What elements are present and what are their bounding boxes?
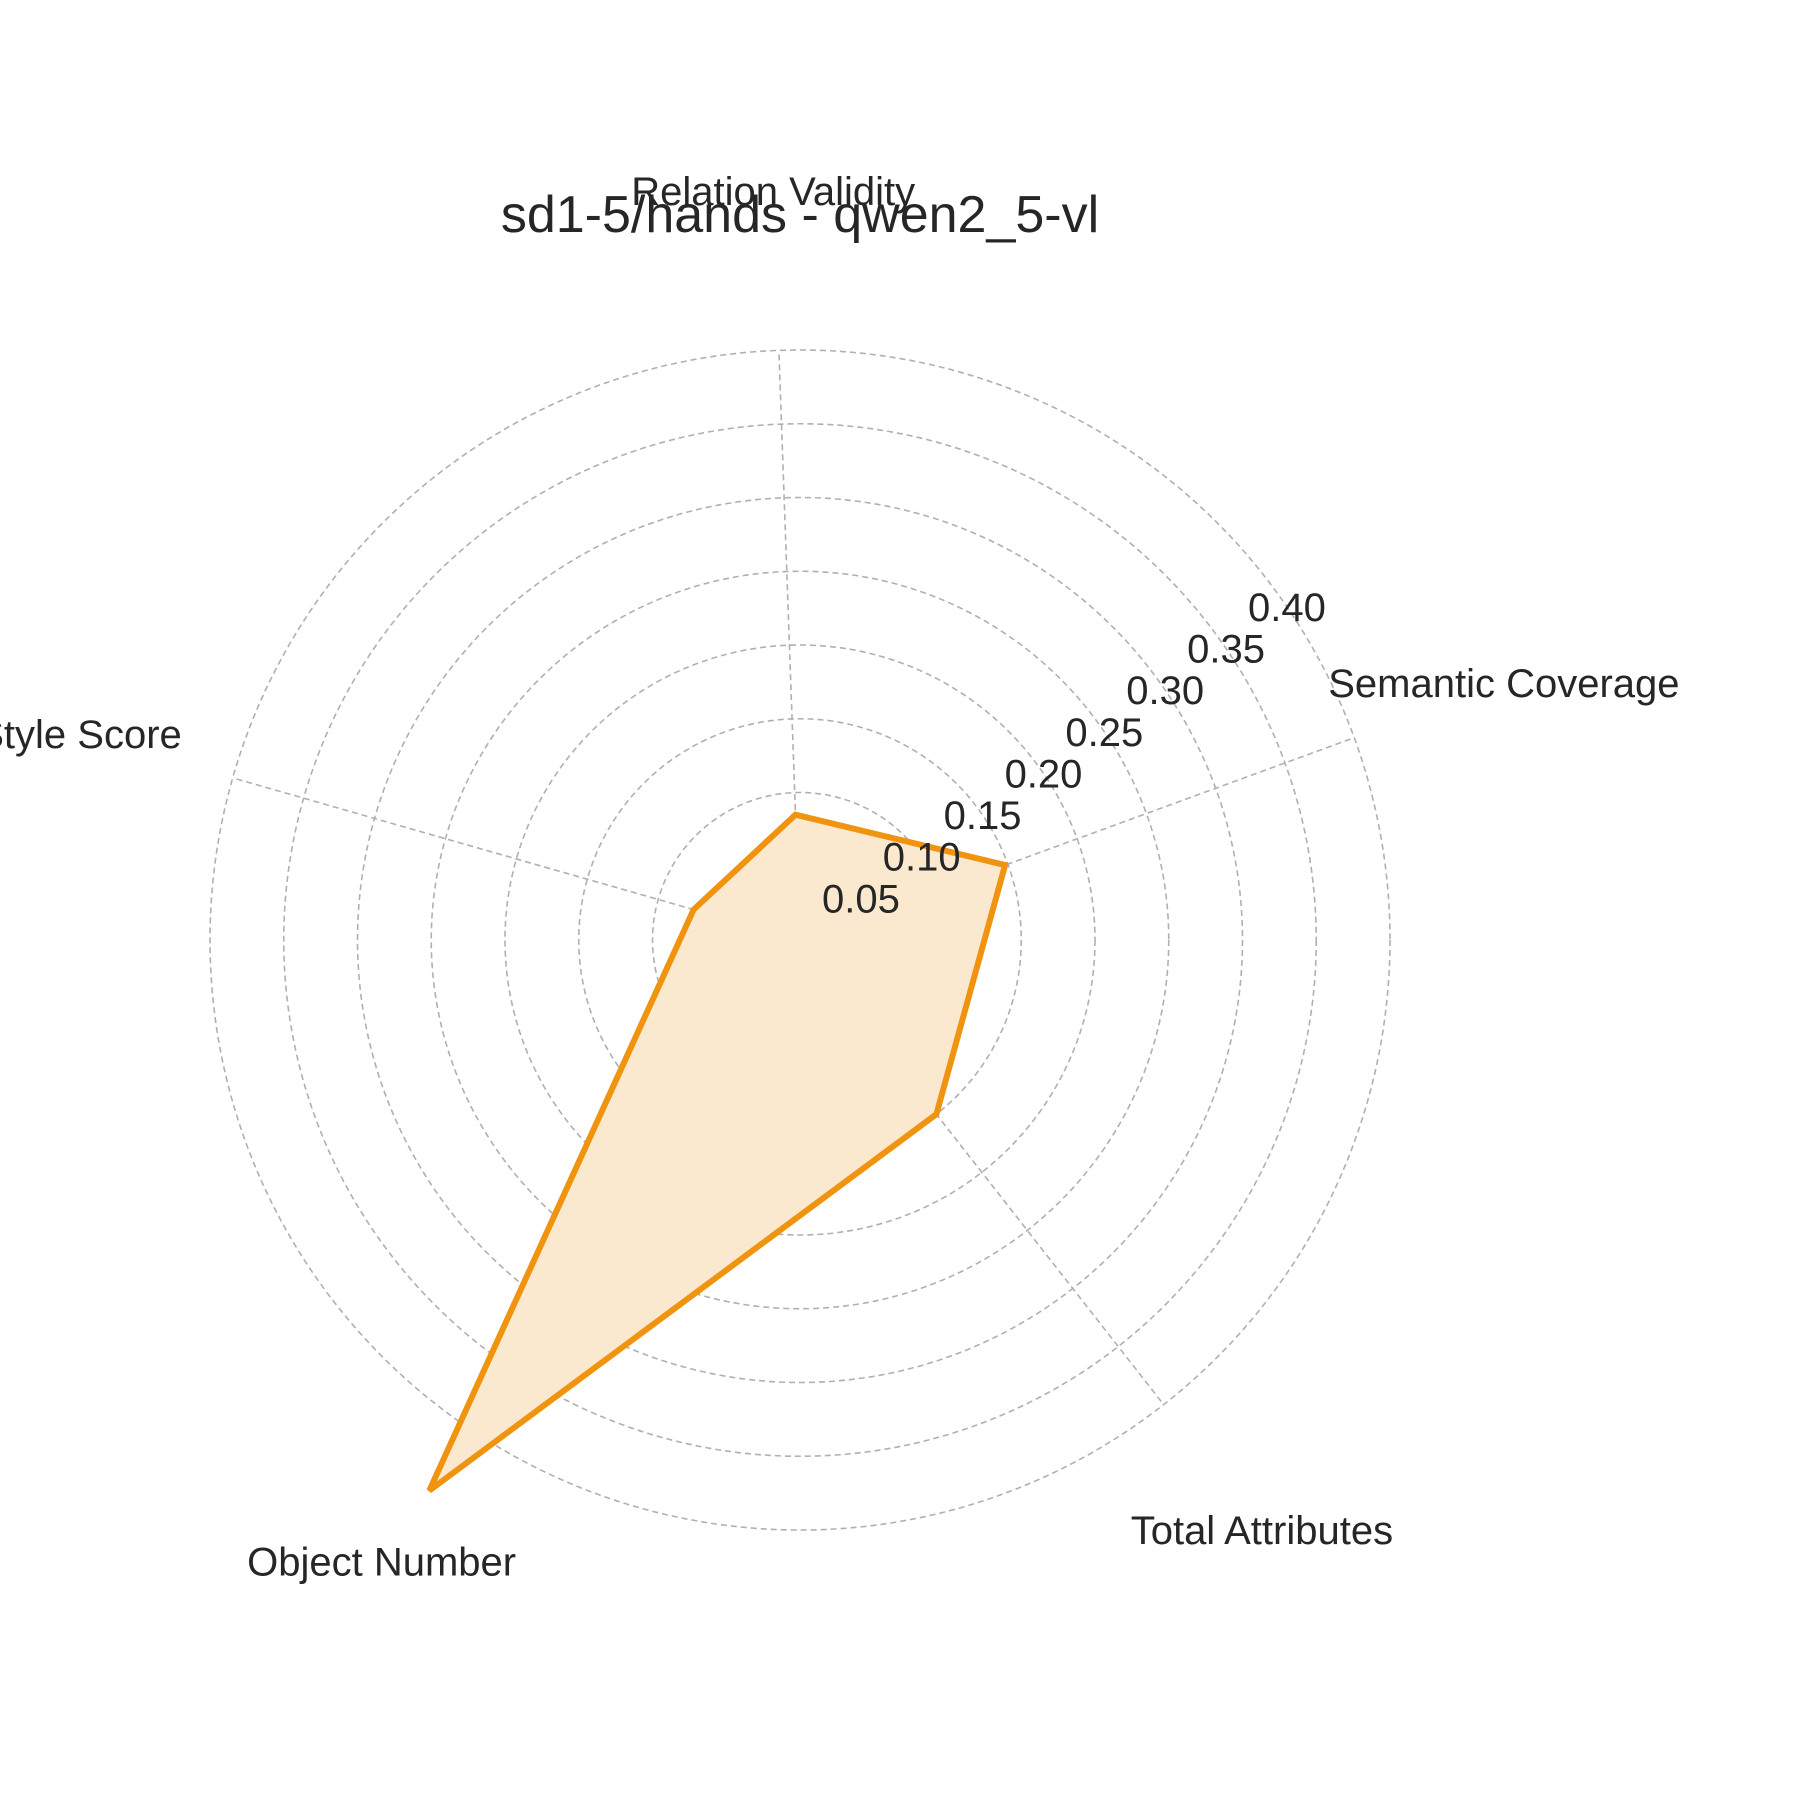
axis-label: Style Score [0,713,182,757]
radial-tick-label: 0.05 [822,877,900,921]
grid-ring [430,570,1170,1310]
radial-tick-label: 0.20 [1005,752,1083,796]
grid-ring [282,422,1318,1458]
axis-spoke [232,777,801,941]
axis-label: Relation Validity [631,170,915,214]
axis-spoke [799,939,1165,1406]
grid-ring [209,349,1391,1531]
radial-tick-label: 0.10 [883,836,961,880]
grid-ring [577,717,1023,1163]
chart-title: sd1-5/hands - qwen2_5-vl [501,186,1099,244]
axis-spoke [778,350,801,941]
grid-ring [356,496,1244,1384]
radial-tick-label: 0.30 [1126,669,1204,713]
axis-labels: Semantic Coverage Relation Validity Style … [0,170,1680,1584]
radial-tick-label: 0.15 [944,794,1022,838]
radial-tick-label: 0.35 [1187,628,1265,672]
radial-tick-labels: 0.050.100.150.200.250.300.350.40 [822,586,1326,922]
series-layer [426,811,1009,1494]
axis-spoke [799,736,1355,941]
axis-label: Object Number [247,1541,516,1585]
axis-label: Total Attributes [1131,1509,1393,1553]
radial-tick-label: 0.25 [1065,711,1143,755]
axis-label: Semantic Coverage [1328,662,1679,706]
series-area [426,811,1009,1494]
grid-ring [504,644,1096,1236]
radial-tick-label: 0.40 [1248,586,1326,630]
